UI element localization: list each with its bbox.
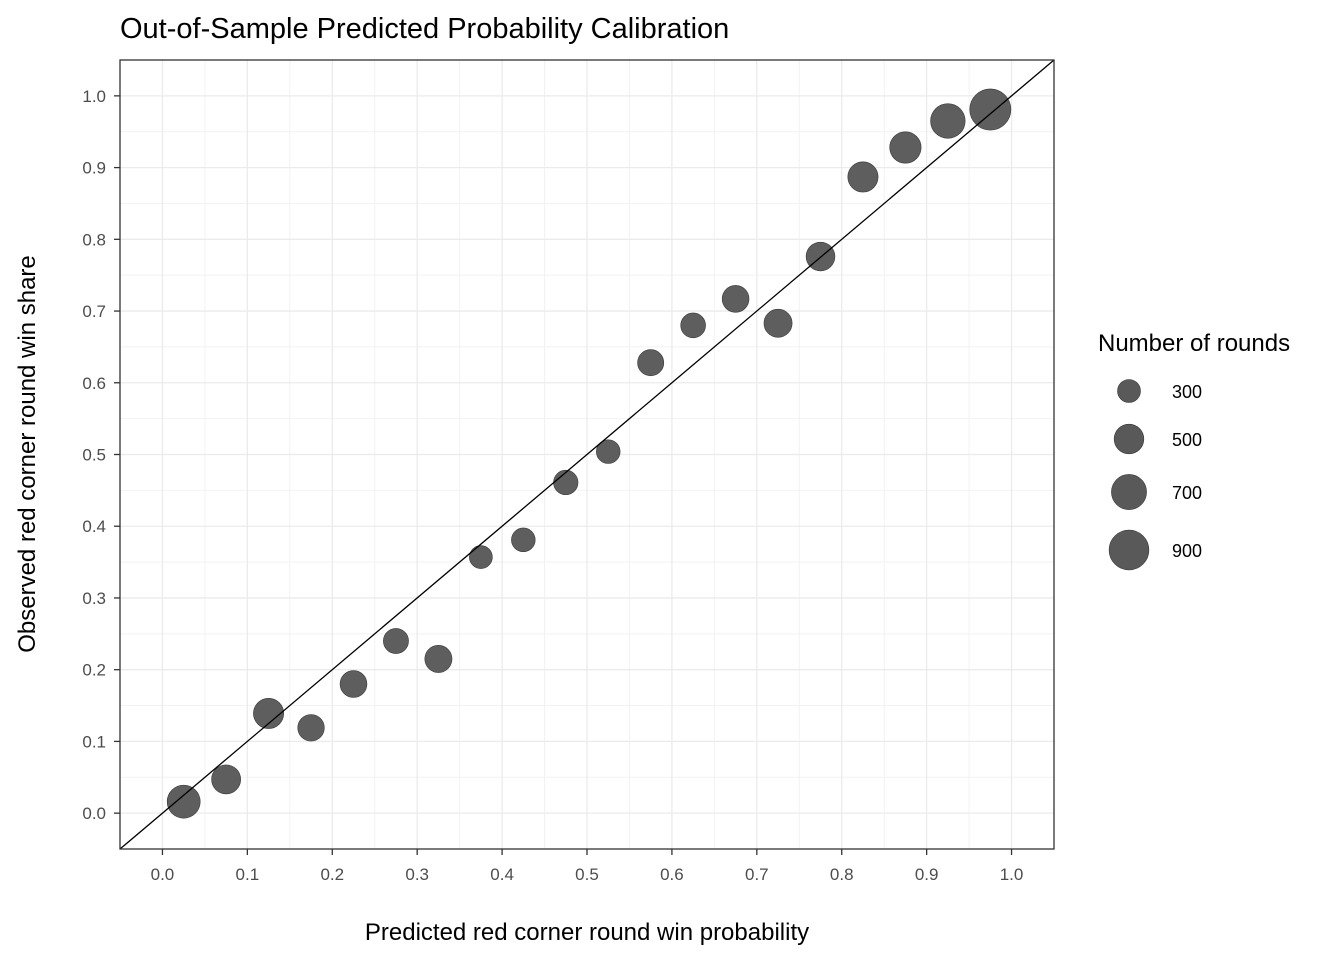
plot-panel (119, 59, 1055, 850)
y-tick-label: 0.4 (82, 517, 106, 536)
legend-label: 900 (1172, 541, 1202, 561)
data-point (253, 697, 285, 729)
data-point (339, 670, 368, 698)
y-tick-label: 0.7 (82, 302, 106, 321)
y-tick-label: 0.0 (82, 804, 106, 823)
x-axis: 0.0 0.1 0.2 0.3 0.4 0.5 0.6 0.7 0.8 0.9 1.0 (151, 849, 1024, 884)
x-tick-label: 0.1 (236, 865, 260, 884)
data-point (930, 103, 966, 139)
y-tick-label: 1.0 (82, 87, 106, 106)
y-tick-label: 0.5 (82, 446, 106, 465)
legend-key (1111, 474, 1147, 510)
data-point (383, 628, 409, 654)
data-point (553, 469, 579, 496)
size-legend: Number of rounds 300 500 700 900 (1098, 330, 1290, 571)
data-point (424, 645, 453, 673)
data-points (166, 88, 1012, 819)
x-tick-label: 1.0 (1000, 865, 1024, 884)
x-tick-label: 0.0 (151, 865, 175, 884)
y-tick-label: 0.2 (82, 661, 106, 680)
x-tick-label: 0.8 (830, 865, 854, 884)
legend-key (1108, 529, 1150, 571)
x-tick-label: 0.6 (660, 865, 684, 884)
data-point (637, 349, 665, 377)
y-tick-label: 0.3 (82, 589, 106, 608)
x-tick-label: 0.5 (575, 865, 599, 884)
y-tick-label: 0.9 (82, 159, 106, 178)
data-point (680, 312, 706, 339)
data-point (211, 764, 241, 795)
legend-key (1117, 379, 1141, 403)
data-point (969, 88, 1012, 131)
data-point (297, 714, 325, 742)
legend-title: Number of rounds (1098, 330, 1290, 357)
data-point (469, 545, 493, 569)
data-point (511, 527, 536, 553)
data-point (166, 784, 201, 819)
legend-label: 700 (1172, 483, 1202, 503)
data-point (721, 285, 750, 313)
x-axis-title: Predicted red corner round win probabili… (365, 919, 809, 946)
data-point (889, 131, 922, 164)
x-tick-label: 0.3 (405, 865, 429, 884)
data-point (596, 439, 621, 464)
chart-title: Out-of-Sample Predicted Probability Cali… (120, 13, 729, 45)
data-point (763, 308, 793, 338)
x-tick-label: 0.9 (915, 865, 939, 884)
major-gridlines (120, 60, 1054, 849)
legend-label: 500 (1172, 430, 1202, 450)
y-tick-label: 0.6 (82, 374, 106, 393)
y-axis-title: Observed red corner round win share (14, 255, 41, 653)
legend-label: 300 (1172, 382, 1202, 402)
data-point (847, 161, 879, 193)
y-tick-label: 0.8 (82, 230, 106, 249)
x-tick-label: 0.4 (490, 865, 514, 884)
x-tick-label: 0.7 (745, 865, 769, 884)
y-axis: 0.0 0.1 0.2 0.3 0.4 0.5 0.6 0.7 0.8 0.9 1.0 (82, 87, 120, 823)
legend-key (1113, 423, 1145, 455)
y-tick-label: 0.1 (82, 732, 106, 751)
reference-line (119, 59, 1055, 850)
x-tick-label: 0.2 (320, 865, 344, 884)
